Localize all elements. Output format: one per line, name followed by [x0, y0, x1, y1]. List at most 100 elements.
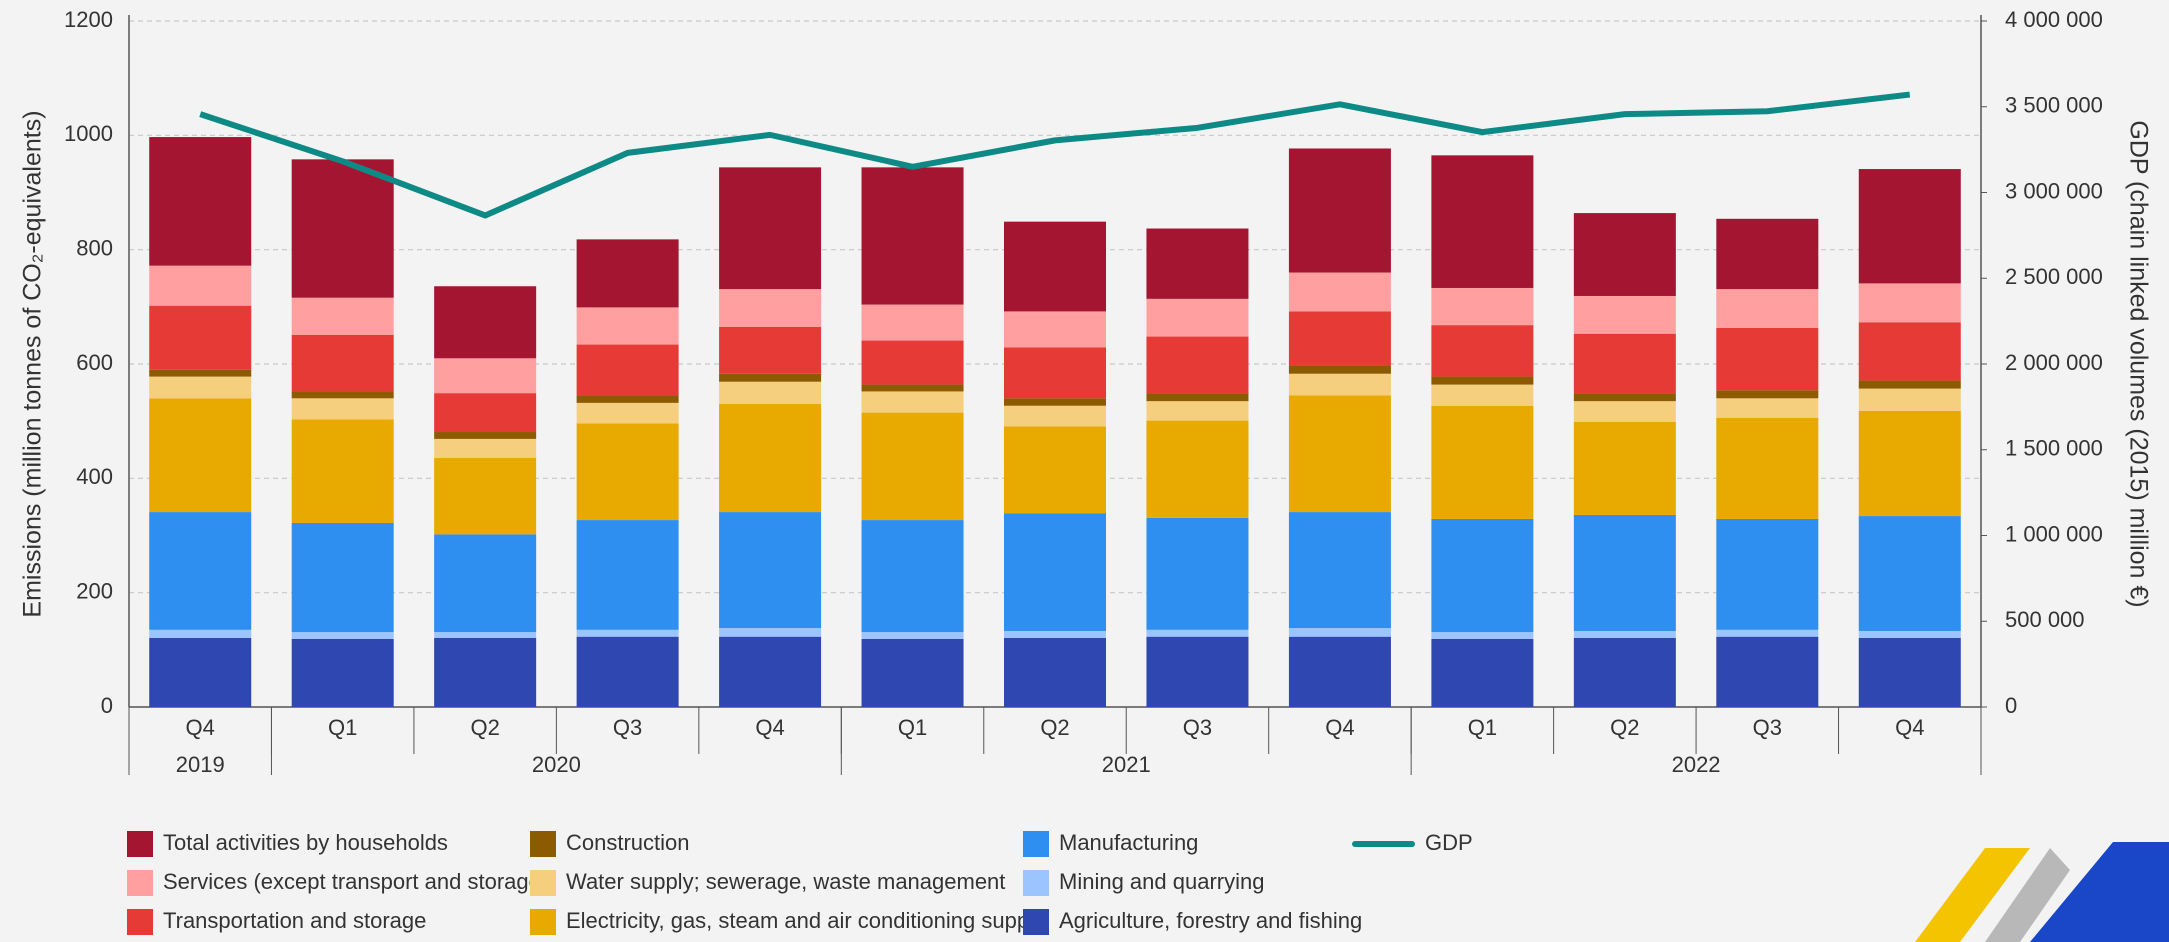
bar-segment [576, 239, 679, 308]
bar-segment [1431, 405, 1534, 519]
y2-tick-label: 1 000 000 [2005, 521, 2103, 546]
bar-segment [1288, 395, 1391, 513]
x-group-label: 2020 [532, 752, 581, 777]
bar-segment [291, 638, 394, 707]
bar-segment [576, 629, 679, 637]
bar-segment [1858, 410, 1961, 517]
legend-swatch [530, 909, 556, 935]
bar-segment [149, 137, 252, 266]
legend-label: Manufacturing [1059, 830, 1198, 855]
logo-shape [1985, 848, 2070, 942]
bar-segment [1858, 169, 1961, 284]
x-group-label: 2021 [1102, 752, 1151, 777]
bar-segment [719, 289, 822, 327]
x-tick-label: Q1 [898, 715, 927, 740]
bar-segment [291, 632, 394, 639]
y-tick-label: 400 [76, 464, 113, 489]
bar-segment [1573, 295, 1676, 334]
bar-segment [719, 404, 822, 513]
legend-swatch [1023, 831, 1049, 857]
bar-segment [291, 522, 394, 633]
bar-segment [576, 344, 679, 397]
bar-segment [1004, 637, 1106, 707]
bar-segment [719, 373, 822, 382]
bar-segment [149, 637, 252, 707]
y2-tick-label: 3 500 000 [2005, 93, 2103, 118]
y-tick-label: 1000 [64, 121, 113, 146]
bar-segment [1288, 628, 1391, 637]
bar-segment [1716, 289, 1819, 328]
bar-segment [149, 512, 252, 630]
bar-segment [1146, 401, 1249, 421]
bar-segment [291, 398, 394, 420]
legend-label: Total activities by households [163, 830, 448, 855]
bar-segment [1716, 518, 1819, 630]
bar-segment [1288, 512, 1391, 629]
bar-segment [1716, 417, 1819, 519]
bar-segment [1146, 517, 1249, 630]
bar-segment [576, 520, 679, 630]
bar-segment [149, 629, 252, 638]
x-tick-label: Q4 [755, 715, 784, 740]
bar-segment [1431, 632, 1534, 639]
x-tick-label: Q4 [1895, 715, 1924, 740]
bar-segment [434, 286, 537, 359]
y2-tick-label: 0 [2005, 693, 2017, 718]
bar-segment [861, 632, 964, 639]
bar-segment [861, 520, 964, 633]
x-tick-label: Q4 [1325, 715, 1354, 740]
bar-segment [149, 376, 252, 399]
legend-swatch [127, 870, 153, 896]
y-tick-label: 600 [76, 350, 113, 375]
y2-tick-label: 2 000 000 [2005, 350, 2103, 375]
legend-label: Construction [566, 830, 690, 855]
bar-segment [1573, 421, 1676, 515]
bar-segment [576, 402, 679, 424]
bar-segment [861, 412, 964, 521]
bar-segment [1573, 630, 1676, 638]
bar-segment [1716, 398, 1819, 418]
bar-segment [719, 636, 822, 707]
legend-swatch [530, 831, 556, 857]
bar-segment [1431, 155, 1534, 288]
bar-segment [434, 438, 537, 458]
bar-segment [861, 638, 964, 707]
x-tick-label: Q1 [1468, 715, 1497, 740]
bar-segment [434, 637, 537, 707]
legend-label: GDP [1425, 830, 1473, 855]
y2-tick-label: 2 500 000 [2005, 264, 2103, 289]
bar-segment [149, 305, 252, 370]
bar-segment [1004, 398, 1106, 406]
bar-segment [291, 419, 394, 523]
bar-segment [576, 396, 679, 403]
bar-segment [1146, 298, 1249, 337]
bar-segment [576, 636, 679, 707]
bar-segment [861, 340, 964, 385]
bar-segment [149, 398, 252, 513]
bar-segment [434, 632, 537, 638]
bar-segment [1573, 514, 1676, 631]
bar-segment [1858, 283, 1961, 323]
bar-segment [1146, 629, 1249, 637]
legend-swatch [1023, 909, 1049, 935]
legend-label: Water supply; sewerage, waste management [566, 869, 1005, 894]
y2-tick-label: 500 000 [2005, 607, 2085, 632]
bar-segment [1858, 388, 1961, 411]
legend-swatch [1023, 870, 1049, 896]
bar-segment [1288, 272, 1391, 312]
bar-segment [149, 369, 252, 377]
logo-shape [2030, 842, 2169, 942]
y2-tick-label: 1 500 000 [2005, 436, 2103, 461]
legend-label: Mining and quarrying [1059, 869, 1264, 894]
bar-segment [1004, 347, 1106, 399]
x-tick-label: Q3 [1183, 715, 1212, 740]
bar-segment [434, 432, 537, 439]
bar-segment [1573, 213, 1676, 296]
bar-segment [1004, 311, 1106, 348]
y-tick-label: 800 [76, 235, 113, 260]
bar-segment [434, 534, 537, 633]
bar-segment [1146, 336, 1249, 394]
x-group-label: 2022 [1672, 752, 1721, 777]
bar-segment [1431, 384, 1534, 406]
bar-segment [291, 391, 394, 399]
